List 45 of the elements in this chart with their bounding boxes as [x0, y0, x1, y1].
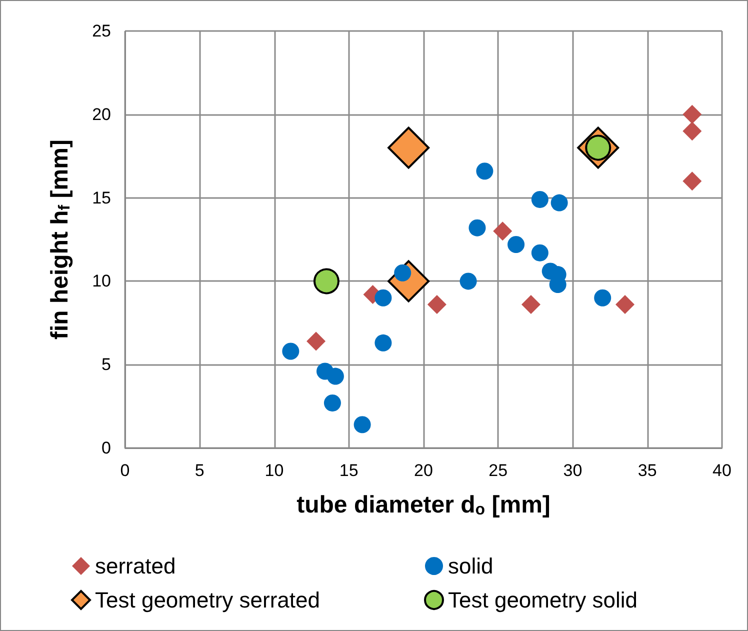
legend-label: Test geometry solid — [448, 588, 638, 612]
y-tick-label: 5 — [102, 355, 111, 374]
y-tick-label: 10 — [92, 272, 111, 291]
x-tick-label: 0 — [120, 461, 130, 480]
y-axis-title: fin height hf [mm] — [46, 140, 74, 340]
point — [550, 194, 568, 212]
legend-label: Test geometry serrated — [95, 588, 320, 612]
legend-label: solid — [448, 554, 494, 578]
point — [594, 289, 612, 306]
x-tick-label: 40 — [712, 461, 732, 480]
point — [531, 244, 548, 262]
point — [326, 368, 344, 385]
point — [374, 334, 392, 352]
x-tick-label: 20 — [414, 461, 433, 480]
x-tick-label: 35 — [638, 461, 657, 480]
x-tick-label: 25 — [488, 461, 508, 480]
point — [531, 190, 548, 208]
x-tick-label: 5 — [194, 461, 204, 480]
x-tick-label: 10 — [264, 461, 284, 480]
point — [324, 394, 341, 412]
x-tick-label: 30 — [563, 461, 582, 480]
point — [682, 172, 702, 191]
y-tick-label: 25 — [92, 22, 111, 40]
x-tick-label: 15 — [339, 461, 358, 480]
point — [388, 126, 430, 169]
point — [682, 122, 702, 141]
legend-label: serrated — [95, 554, 176, 578]
x-axis-title: tube diameter do [mm] — [296, 492, 550, 518]
y-tick-label: 15 — [92, 188, 111, 208]
point — [282, 342, 300, 360]
y-tick-label: 0 — [102, 438, 111, 458]
point — [354, 416, 371, 434]
point — [427, 295, 446, 314]
point — [508, 236, 525, 253]
point — [468, 219, 486, 236]
point — [493, 222, 512, 241]
point — [615, 295, 634, 314]
point — [682, 104, 702, 124]
point — [460, 272, 477, 290]
point — [314, 268, 340, 294]
y-tick-label: 20 — [92, 104, 111, 124]
point — [306, 332, 326, 351]
point — [521, 295, 540, 314]
point — [476, 162, 494, 180]
point — [374, 289, 392, 306]
